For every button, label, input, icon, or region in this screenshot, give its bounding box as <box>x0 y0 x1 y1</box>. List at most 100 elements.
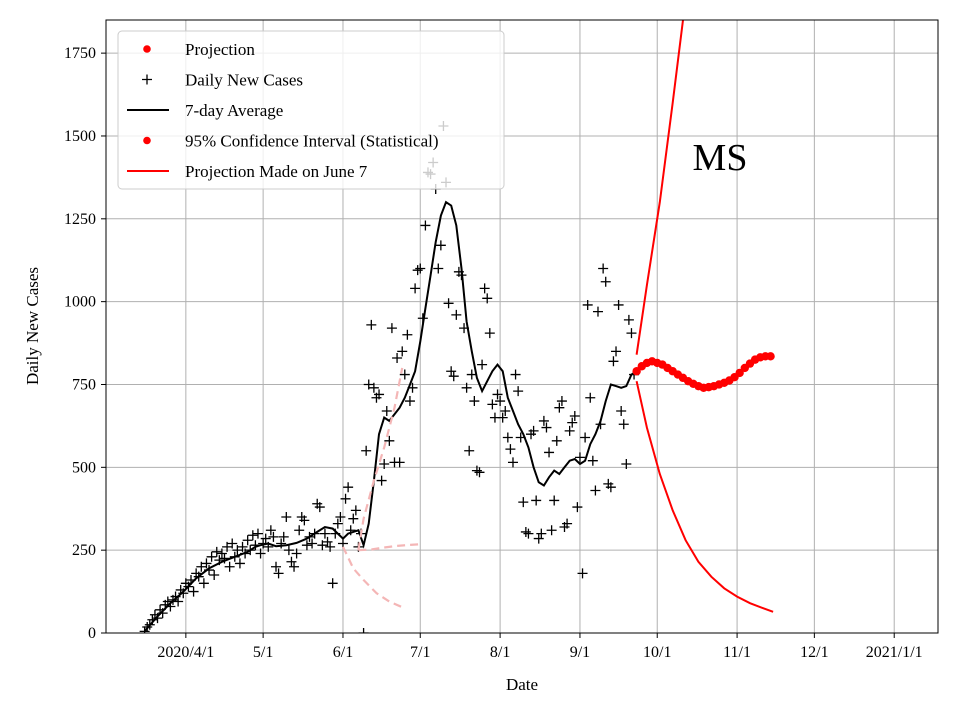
case-marker <box>611 346 622 357</box>
case-marker <box>211 546 222 557</box>
case-marker <box>528 425 539 436</box>
legend: Projection Daily New Cases 7-day Average 95… <box>117 30 505 190</box>
legend-label: Projection Made on June 7 <box>185 162 368 181</box>
projection-made-on-june-7-line <box>342 546 403 609</box>
case-marker <box>247 530 258 541</box>
case-marker <box>271 561 282 572</box>
case-marker <box>495 396 506 407</box>
case-marker <box>536 528 547 539</box>
case-marker <box>201 558 212 569</box>
y-tick-label: 0 <box>88 625 96 642</box>
y-tick-label: 1000 <box>64 294 96 311</box>
case-marker <box>335 512 346 523</box>
case-marker <box>541 422 552 433</box>
case-marker <box>598 263 609 274</box>
legend-item-projection: Projection <box>143 40 255 59</box>
case-marker <box>623 314 634 325</box>
case-marker <box>626 328 637 339</box>
projection-made-on-june-7-line <box>357 367 404 551</box>
case-marker <box>580 432 591 443</box>
case-marker <box>433 263 444 274</box>
95-confidence-interval-statistical-line <box>635 20 684 355</box>
x-tick-label: 10/1 <box>643 644 671 661</box>
case-marker <box>322 536 333 547</box>
case-marker <box>554 402 565 413</box>
case-marker <box>317 540 328 551</box>
case-marker <box>198 578 209 589</box>
x-tick-label: 7/1 <box>410 644 430 661</box>
case-marker <box>291 548 302 559</box>
case-marker <box>549 495 560 506</box>
case-marker <box>384 435 395 446</box>
x-tick-label: 5/1 <box>253 644 273 661</box>
case-marker <box>477 359 488 370</box>
legend-plus-marker <box>142 74 152 85</box>
case-marker <box>420 220 431 231</box>
case-marker <box>412 265 423 276</box>
case-marker <box>487 399 498 410</box>
case-marker <box>569 410 580 421</box>
case-marker <box>435 240 446 251</box>
case-marker <box>227 538 238 549</box>
case-marker <box>564 425 575 436</box>
case-marker <box>621 459 632 470</box>
legend-dot-marker <box>143 45 151 53</box>
case-marker <box>358 628 369 633</box>
y-axis: 0 250 500 750 1000 1250 1500 1750 <box>64 45 106 642</box>
case-marker <box>209 570 220 581</box>
case-marker <box>281 512 292 523</box>
case-marker <box>327 578 338 589</box>
case-marker <box>443 298 454 309</box>
case-marker <box>319 528 330 539</box>
case-marker <box>500 405 511 416</box>
case-marker <box>216 548 227 559</box>
case-marker <box>237 541 248 552</box>
case-marker <box>531 495 542 506</box>
case-marker <box>618 419 629 430</box>
x-tick-label: 11/1 <box>723 644 751 661</box>
case-marker <box>242 535 253 546</box>
case-marker <box>484 328 495 339</box>
case-marker <box>363 379 374 390</box>
case-marker <box>518 497 529 508</box>
case-marker <box>469 396 480 407</box>
case-marker <box>600 276 611 287</box>
legend-item-95-confidence-interval-statistical: 95% Confidence Interval (Statistical) <box>143 132 439 151</box>
case-marker <box>616 405 627 416</box>
projection-point <box>766 352 775 361</box>
case-marker <box>587 455 598 466</box>
case-marker <box>188 586 199 597</box>
case-marker <box>556 396 567 407</box>
case-marker <box>544 447 555 458</box>
legend-item-7-day-average: 7-day Average <box>127 101 283 120</box>
x-axis-label: Date <box>506 675 538 694</box>
case-marker <box>446 366 457 377</box>
case-marker <box>505 444 516 455</box>
case-marker <box>222 541 233 552</box>
case-marker <box>265 525 276 536</box>
case-marker <box>289 561 300 572</box>
legend-label: Projection <box>185 40 255 59</box>
case-marker <box>399 369 410 380</box>
legend-item-projection-made-on-june-7: Projection Made on June 7 <box>127 162 368 181</box>
case-marker <box>510 369 521 380</box>
case-marker <box>464 445 475 456</box>
case-marker <box>520 526 531 537</box>
case-marker <box>582 299 593 310</box>
case-marker <box>497 412 508 423</box>
x-tick-label: 6/1 <box>333 644 353 661</box>
case-marker <box>482 293 493 304</box>
case-marker <box>410 283 421 294</box>
case-marker <box>325 541 336 552</box>
case-marker <box>301 540 312 551</box>
case-marker <box>590 485 601 496</box>
case-marker <box>366 319 377 330</box>
case-marker <box>206 551 217 562</box>
case-marker <box>139 626 150 633</box>
case-marker <box>178 588 189 599</box>
case-marker <box>343 482 354 493</box>
case-marker <box>196 561 207 572</box>
case-marker <box>278 531 289 542</box>
case-marker <box>314 502 325 513</box>
